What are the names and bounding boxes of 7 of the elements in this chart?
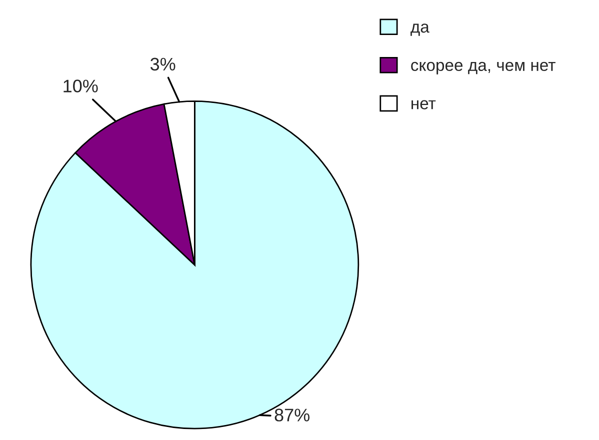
legend-label: нет bbox=[412, 100, 436, 110]
data-label: 3% bbox=[150, 58, 176, 71]
data-label: 87% bbox=[274, 408, 310, 422]
pie-slice bbox=[30, 100, 360, 430]
legend-label: скорее да, чем нет bbox=[411, 62, 556, 74]
legend-label: да bbox=[410, 24, 430, 36]
data-label: 10% bbox=[64, 80, 98, 92]
